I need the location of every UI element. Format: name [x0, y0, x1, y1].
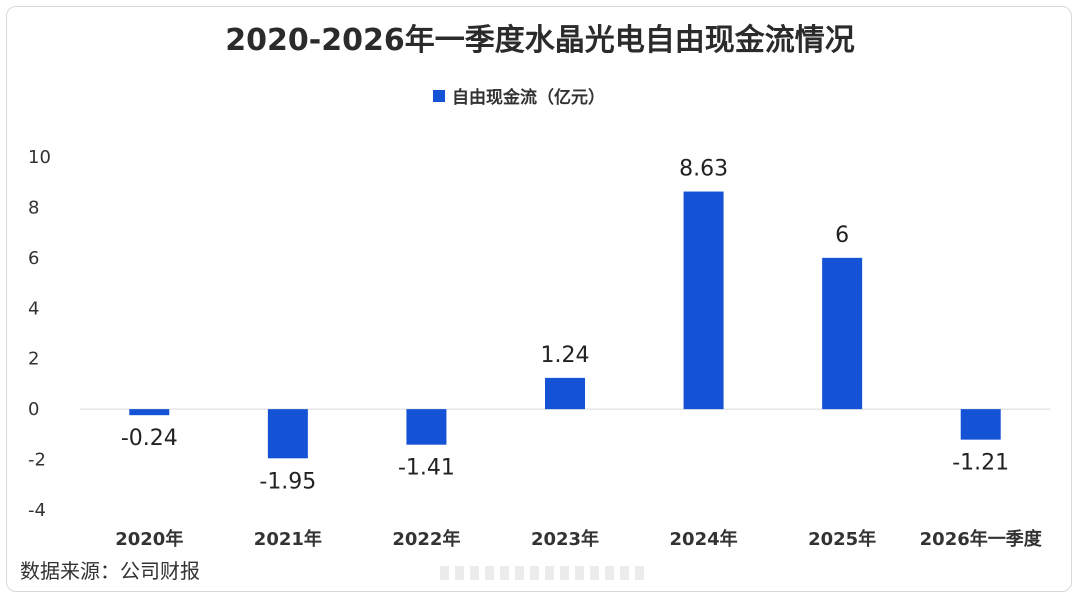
- x-tick-label: 2021年: [254, 528, 322, 550]
- data-labels: -0.24 -1.95 -1.41 1.24 8.63 6 -1.21: [121, 157, 1009, 495]
- data-label: 1.24: [541, 343, 590, 368]
- legend-swatch: [433, 90, 445, 102]
- y-tick-label: 10: [28, 147, 51, 168]
- chart-title: 2020-2026年一季度水晶光电自由现金流情况: [225, 23, 854, 58]
- y-tick-label: 2: [28, 349, 39, 370]
- data-label: 8.63: [679, 157, 728, 182]
- x-tick-label: 2020年: [115, 528, 183, 550]
- data-label: -0.24: [121, 426, 178, 451]
- y-tick-label: 6: [28, 248, 39, 269]
- bar-2020年: [129, 409, 170, 416]
- data-label: 6: [835, 223, 849, 248]
- y-tick-label: 0: [28, 399, 39, 420]
- bar-2023年: [545, 377, 585, 410]
- x-axis: 2020年 2021年 2022年 2023年 2024年 2025年 2026年一季度: [115, 528, 1043, 550]
- x-tick-label: 2023年: [531, 528, 599, 550]
- legend-label: 自由现金流（亿元）: [452, 87, 605, 108]
- x-tick-label: 2022年: [392, 528, 460, 550]
- x-tick-label: 2025年: [808, 528, 876, 550]
- data-label: -1.41: [398, 456, 455, 481]
- data-label: -1.21: [952, 451, 1009, 476]
- y-tick-label: -2: [28, 450, 46, 471]
- watermark: [440, 566, 644, 580]
- bar-2026年一季度: [960, 409, 1001, 440]
- source-note: 数据来源：公司财报: [20, 559, 200, 583]
- x-tick-label: 2026年一季度: [920, 528, 1043, 550]
- bars: [129, 191, 1001, 459]
- bar-2025年: [822, 257, 863, 410]
- bar-2024年: [683, 191, 724, 410]
- y-tick-label: 8: [28, 197, 39, 218]
- y-tick-label: -4: [28, 500, 46, 521]
- bar-2021年: [267, 409, 308, 459]
- data-label: -1.95: [259, 469, 316, 494]
- y-tick-label: 4: [28, 298, 39, 319]
- chart-frame: [6, 6, 1072, 592]
- y-axis: 10 8 6 4 2 0 -2 -4: [28, 147, 51, 521]
- x-tick-label: 2024年: [670, 528, 738, 550]
- bar-2022年: [406, 409, 447, 445]
